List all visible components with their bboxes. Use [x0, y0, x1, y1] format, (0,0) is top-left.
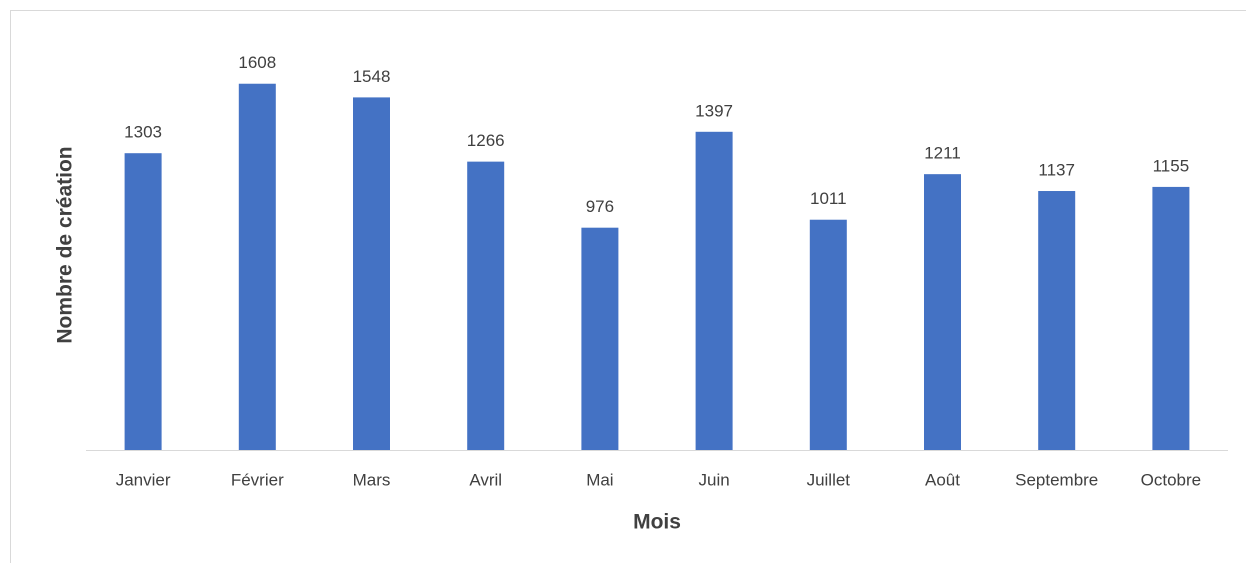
x-tick-label: Juin	[699, 470, 730, 489]
data-label: 1211	[924, 144, 961, 163]
bar	[695, 131, 733, 451]
bar	[581, 227, 619, 450]
bar	[238, 83, 276, 450]
bar	[467, 161, 505, 450]
bar	[124, 153, 162, 450]
x-tick-label: Janvier	[116, 470, 171, 489]
x-tick-label: Mai	[586, 470, 613, 489]
data-label: 1155	[1153, 156, 1190, 175]
bar	[809, 219, 847, 450]
data-label: 1608	[238, 53, 276, 72]
x-tick-label: Septembre	[1015, 470, 1098, 489]
data-label: 976	[586, 197, 614, 216]
data-label: 1266	[467, 131, 505, 150]
data-label: 1137	[1038, 161, 1075, 180]
data-label: 1011	[810, 189, 847, 208]
x-tick-label: Avril	[469, 470, 502, 489]
x-tick-label: Mars	[353, 470, 391, 489]
x-axis-title: Mois	[633, 511, 681, 534]
bar	[1152, 186, 1190, 450]
bar	[1038, 191, 1076, 450]
bar	[924, 174, 961, 450]
x-tick-label: Février	[231, 470, 284, 489]
data-label: 1397	[695, 101, 733, 120]
data-label: 1548	[353, 67, 391, 86]
bar	[353, 97, 390, 451]
x-tick-label: Août	[925, 470, 960, 489]
x-tick-label: Octobre	[1141, 470, 1201, 489]
data-label: 1303	[124, 123, 162, 142]
x-tick-label: Juillet	[807, 470, 851, 489]
chart-border	[10, 10, 1246, 563]
y-axis-title: Nombre de création	[54, 146, 77, 343]
